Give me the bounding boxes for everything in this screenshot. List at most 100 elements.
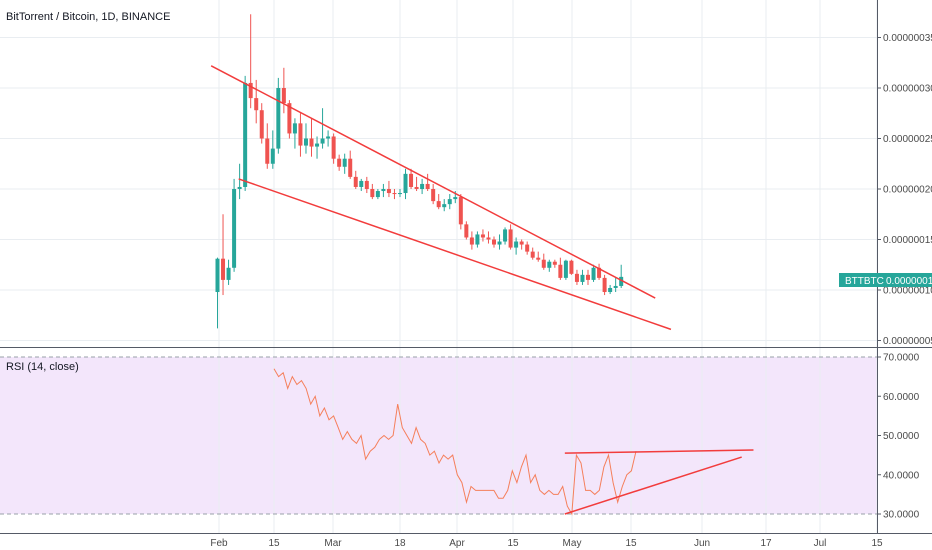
x-tick-label: 17 xyxy=(760,538,772,549)
y-tick-label: 0.00000020 xyxy=(883,185,932,196)
x-tick-label: Feb xyxy=(210,538,228,549)
chart-title: BitTorrent / Bitcoin, 1D, BINANCE xyxy=(6,11,170,23)
candle-up xyxy=(580,274,585,282)
candle-down xyxy=(265,138,270,164)
candle-up xyxy=(315,143,320,147)
grid xyxy=(0,0,878,533)
y-tick-label: 0.00000015 xyxy=(883,235,932,246)
candle-down xyxy=(569,260,574,274)
candle-up xyxy=(591,267,596,280)
rsi-band xyxy=(0,357,877,514)
rsi-tick-label: 60.0000 xyxy=(883,392,920,403)
candle-up xyxy=(226,267,231,280)
candle-down xyxy=(414,186,419,189)
candle-down xyxy=(331,136,336,159)
candle-down xyxy=(552,261,557,265)
candle-up xyxy=(303,138,308,146)
x-tick-label: 15 xyxy=(507,538,519,549)
candle-down xyxy=(586,274,591,280)
candle-down xyxy=(536,257,541,260)
candle-up xyxy=(359,180,364,187)
rsi-trendline xyxy=(564,456,742,515)
candle-down xyxy=(464,224,469,238)
candle-up xyxy=(270,148,275,164)
candle-up xyxy=(447,199,452,205)
candle-up xyxy=(563,260,568,278)
candle-down xyxy=(259,110,264,139)
candle-up xyxy=(475,234,480,245)
candle-down xyxy=(508,229,513,248)
candle-down xyxy=(298,123,303,146)
candle-down xyxy=(409,173,414,187)
candle-down xyxy=(574,273,579,282)
candle-up xyxy=(619,276,624,286)
candle-up xyxy=(547,261,552,268)
last-price-tag: BTTBTC 0.00000011 xyxy=(839,273,932,287)
price-trendlines xyxy=(210,65,672,331)
x-tick-label: Apr xyxy=(449,538,465,549)
x-tick-label: 18 xyxy=(394,538,406,549)
candle-up xyxy=(215,258,220,293)
candle-down xyxy=(458,197,463,225)
candle-down xyxy=(530,251,535,258)
rsi-title: RSI (14, close) xyxy=(6,361,79,373)
y-tick-label: 0.00000035 xyxy=(883,33,932,44)
price-trendline xyxy=(210,65,656,299)
rsi-tick-label: 70.0000 xyxy=(883,353,920,364)
candle-down xyxy=(480,234,485,238)
candle-down xyxy=(519,241,524,245)
candle-down xyxy=(386,189,391,194)
candle-down xyxy=(492,239,496,245)
candle-down xyxy=(525,244,530,252)
candle-down xyxy=(248,82,253,99)
candle-up xyxy=(276,88,281,149)
price-axis[interactable]: 0.00000035 0.00000030 0.00000025 0.00000020… xyxy=(877,33,932,347)
rsi-axis[interactable]: 70.0000 60.0000 50.0000 40.0000 30.0000 xyxy=(877,353,920,521)
candle-up xyxy=(497,241,502,245)
candle-down xyxy=(558,264,563,278)
candle-up xyxy=(342,158,347,167)
candle-up xyxy=(375,191,380,198)
rsi-layer xyxy=(0,356,877,516)
time-axis[interactable]: Feb 15 Mar 18 Apr 15 May 15 Jun 17 Jul 15 xyxy=(210,538,883,549)
rsi-tick-label: 30.0000 xyxy=(883,510,920,521)
candle-down xyxy=(541,259,546,268)
candle-down xyxy=(309,138,314,147)
candle-down xyxy=(287,103,292,134)
y-tick-label: 0.00000025 xyxy=(883,134,932,145)
candle-down xyxy=(486,237,491,240)
candle-up xyxy=(403,173,408,194)
price-tag-value: 0.00000011 xyxy=(886,276,932,287)
candle-up xyxy=(503,229,508,242)
candle-up xyxy=(514,241,519,248)
candle-down xyxy=(364,180,369,189)
rsi-trendline xyxy=(564,449,754,454)
candle-down xyxy=(469,237,474,245)
rsi-line xyxy=(273,368,637,516)
x-tick-label: Jun xyxy=(694,538,710,549)
candle-up xyxy=(232,189,237,268)
candle-up xyxy=(243,82,248,187)
candle-up xyxy=(326,136,331,139)
candle-down xyxy=(436,201,441,208)
candle-down xyxy=(425,183,430,189)
x-tick-label: Mar xyxy=(324,538,342,549)
y-tick-label: 0.00000010 xyxy=(883,286,932,297)
price-tag-symbol: BTTBTC xyxy=(845,276,884,287)
x-tick-label: Jul xyxy=(814,538,827,549)
candle-up xyxy=(237,186,242,189)
candle-up xyxy=(292,123,297,134)
x-tick-label: 15 xyxy=(625,538,637,549)
candle-down xyxy=(370,189,375,198)
candle-up xyxy=(442,204,447,208)
y-tick-label: 0.00000030 xyxy=(883,84,932,95)
candle-down xyxy=(254,98,259,111)
candle-down xyxy=(597,267,602,278)
candle-down xyxy=(348,158,353,177)
candle-down xyxy=(337,158,342,167)
x-tick-label: 15 xyxy=(871,538,883,549)
candles xyxy=(215,14,624,329)
candle-down xyxy=(602,277,607,293)
candle-up xyxy=(320,138,325,144)
